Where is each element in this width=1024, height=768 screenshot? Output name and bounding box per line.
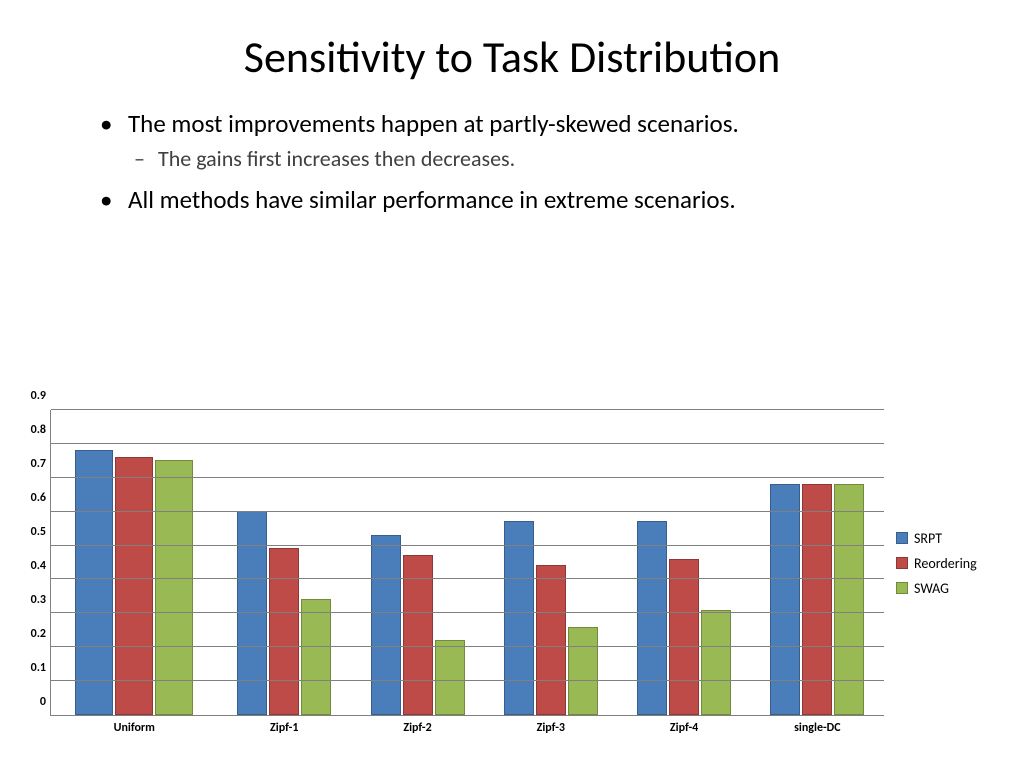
legend-label: Reordering — [914, 555, 977, 572]
bar — [637, 521, 667, 715]
bullet-level1: All methods have similar performance in … — [100, 184, 944, 215]
legend-item: Reordering — [896, 555, 1012, 572]
bar-group: single-DC — [751, 410, 884, 715]
y-tick-label: 0.6 — [31, 491, 46, 505]
gridline — [51, 612, 884, 613]
bar-cluster — [371, 535, 465, 715]
y-tick-label: 0.4 — [31, 559, 46, 573]
x-tick-label: Zipf-4 — [670, 721, 698, 735]
bar — [435, 640, 465, 715]
bar-group: Zipf-1 — [218, 410, 351, 715]
x-tick-label: single-DC — [794, 721, 840, 735]
bar — [155, 460, 193, 715]
bar — [75, 450, 113, 715]
legend-item: SWAG — [896, 580, 1012, 597]
bar — [371, 535, 401, 715]
x-tick-label: Zipf-3 — [537, 721, 565, 735]
legend-label: SWAG — [914, 580, 949, 597]
gridline — [51, 545, 884, 546]
bar-group: Zipf-3 — [484, 410, 617, 715]
bar — [115, 457, 153, 715]
y-tick-label: 0.9 — [31, 389, 46, 403]
bar — [568, 627, 598, 715]
y-tick-label: 0.3 — [31, 593, 46, 607]
bar-group: Uniform — [51, 410, 218, 715]
bar — [536, 565, 566, 715]
y-axis: 00.10.20.30.40.50.60.70.80.9 — [12, 410, 50, 716]
x-tick-label: Uniform — [114, 721, 155, 735]
slide: Sensitivity to Task Distribution The mos… — [0, 0, 1024, 768]
bullet-level2: The gains first increases then decreases… — [100, 145, 944, 172]
bar — [301, 599, 331, 715]
legend-swatch — [896, 532, 908, 544]
bar — [269, 548, 299, 715]
legend: SRPT Reordering SWAG — [884, 410, 1012, 716]
x-tick-label: Zipf-2 — [403, 721, 431, 735]
gridline — [51, 409, 884, 410]
y-tick-label: 0.2 — [31, 627, 46, 641]
y-tick-label: 0.5 — [31, 525, 46, 539]
legend-swatch — [896, 582, 908, 594]
page-title: Sensitivity to Task Distribution — [40, 30, 984, 84]
bullet-list: The most improvements happen at partly-s… — [40, 108, 984, 215]
bar — [504, 521, 534, 715]
y-tick-label: 0.8 — [31, 423, 46, 437]
bullet-level1: The most improvements happen at partly-s… — [100, 108, 944, 139]
y-tick-label: 0.7 — [31, 457, 46, 471]
y-tick-label: 0 — [40, 695, 46, 709]
bar-chart: 00.10.20.30.40.50.60.70.80.9 UniformZipf… — [12, 410, 1012, 740]
bar-cluster — [637, 521, 731, 715]
bar — [669, 559, 699, 715]
gridline — [51, 646, 884, 647]
plot-area: UniformZipf-1Zipf-2Zipf-3Zipf-4single-DC — [50, 410, 884, 716]
legend-swatch — [896, 557, 908, 569]
gridline — [51, 477, 884, 478]
bar-cluster — [75, 450, 193, 715]
y-tick-label: 0.1 — [31, 661, 46, 675]
gridline — [51, 578, 884, 579]
legend-label: SRPT — [914, 530, 942, 547]
bar-groups: UniformZipf-1Zipf-2Zipf-3Zipf-4single-DC — [51, 410, 884, 715]
bar-group: Zipf-2 — [351, 410, 484, 715]
gridline — [51, 511, 884, 512]
legend-item: SRPT — [896, 530, 1012, 547]
bar-cluster — [504, 521, 598, 715]
gridline — [51, 680, 884, 681]
x-tick-label: Zipf-1 — [270, 721, 298, 735]
bar-group: Zipf-4 — [617, 410, 750, 715]
bar — [701, 610, 731, 715]
gridline — [51, 443, 884, 444]
